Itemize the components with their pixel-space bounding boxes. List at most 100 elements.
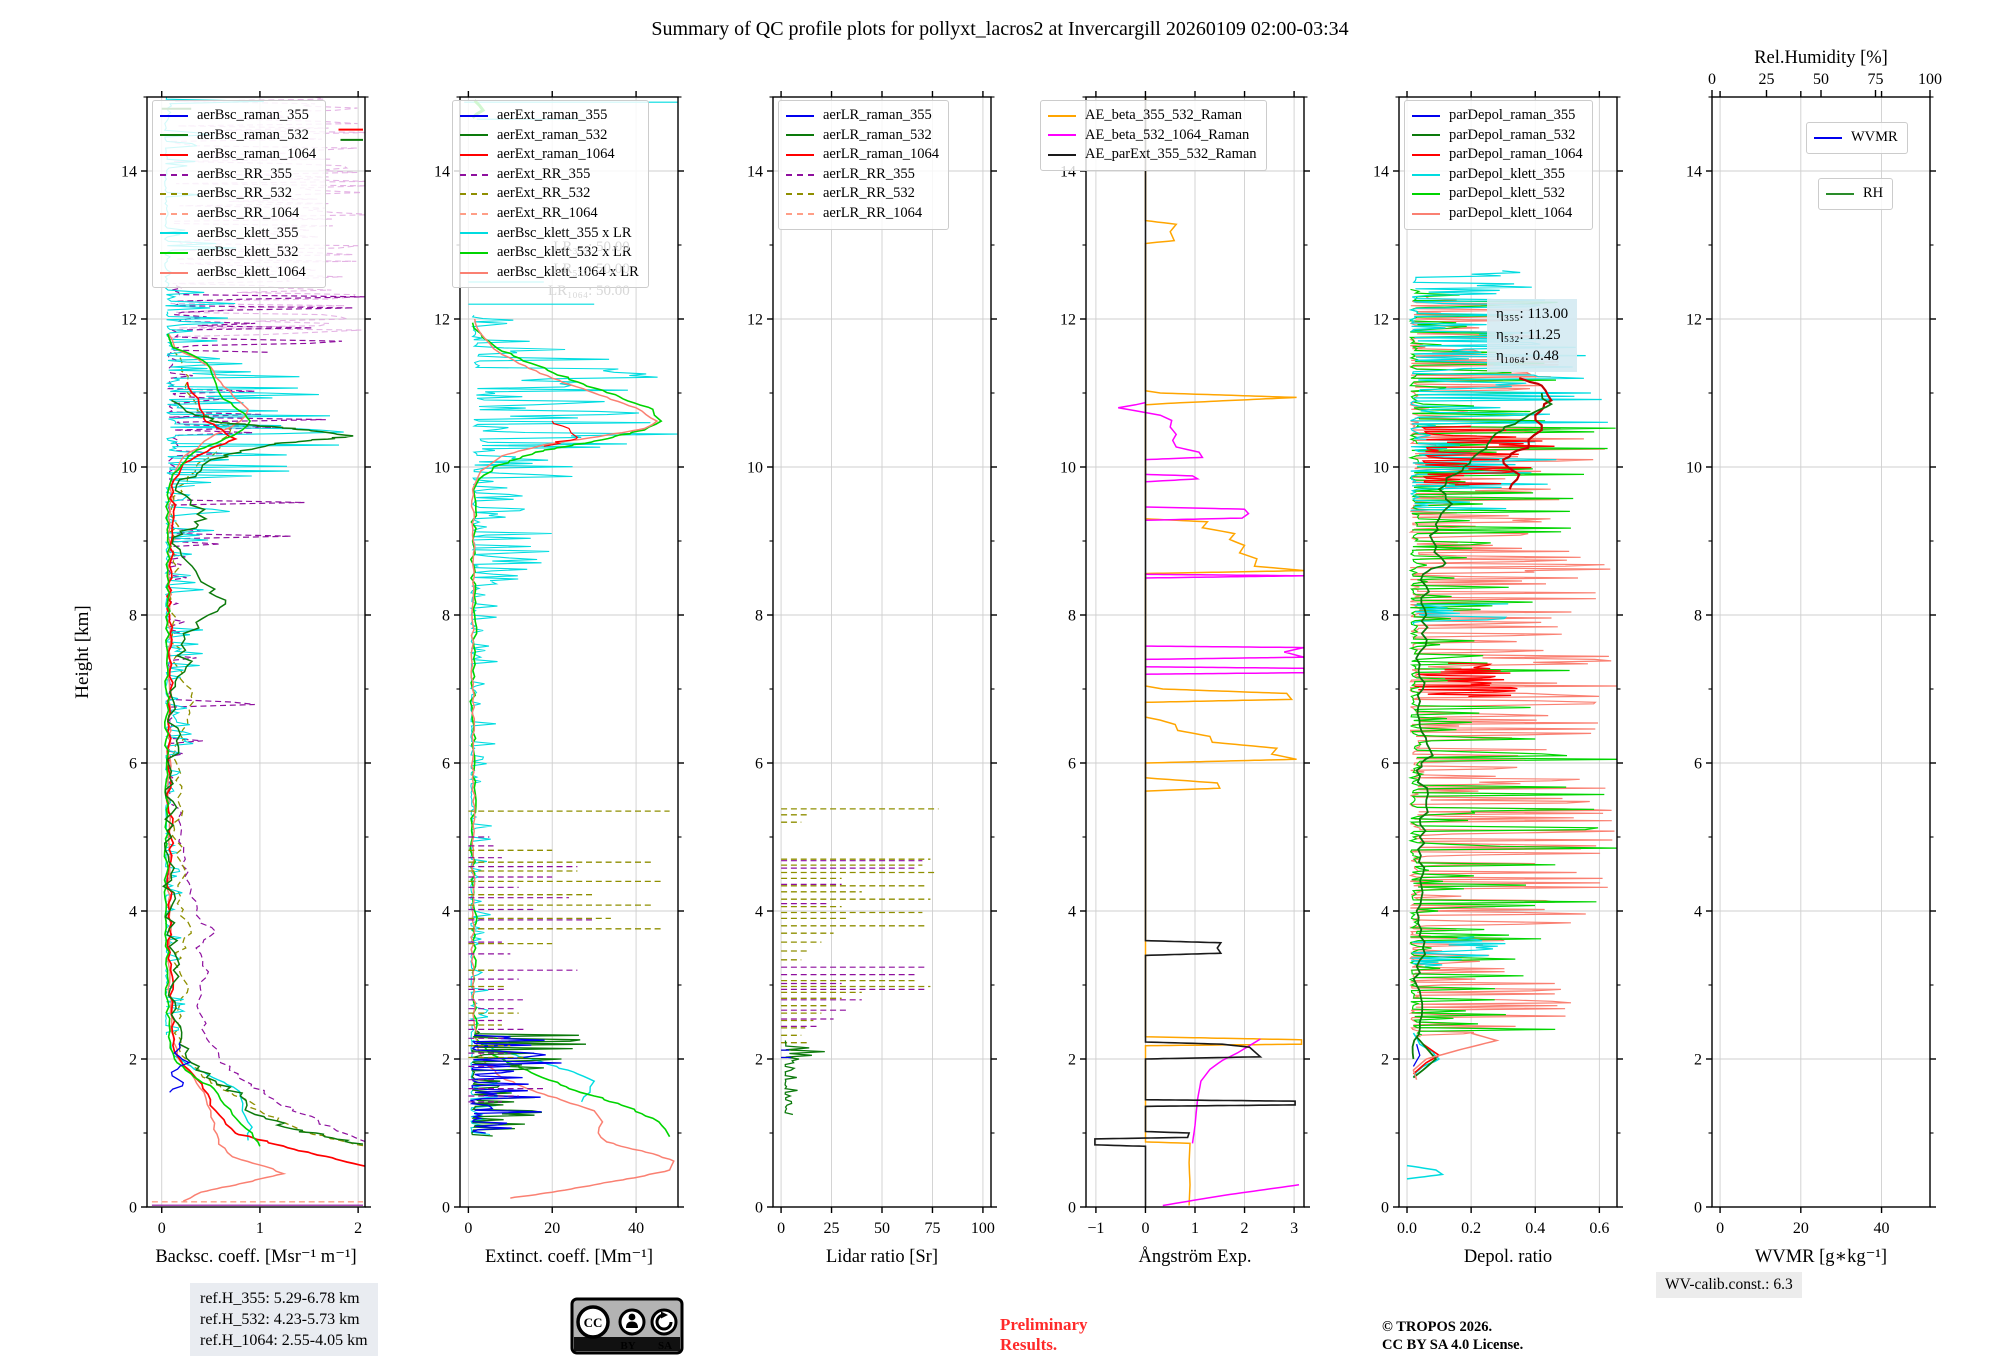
top-axis-tick-label: 100 [1918,71,1942,88]
legend-label: aerExt_RR_532 [497,185,591,202]
legend-label: aerBsc_RR_1064 [197,204,300,221]
y-tick-label: 6 [755,756,763,773]
curve-klett1064xLR [470,318,675,1199]
top-axis-tick-label: 75 [1868,71,1884,88]
curve-parDepol_klett_1064 [1408,296,1617,1038]
person-icon-body [626,1321,638,1328]
x-tick-label: 25 [824,1220,840,1237]
legend-swatch [460,193,488,196]
legend-swatch [160,251,188,254]
curve-AE_beta_532_1064_985 [1145,473,1200,483]
legend-item: parDepol_klett_355 [1412,165,1583,185]
y-tick-label: 8 [442,608,450,625]
x-tick-label: 0 [158,1220,166,1237]
y-tick-label: 14 [434,164,450,181]
legend-swatch [786,193,814,196]
depol-calibration-annotation: η₃₅₅: 113.00 η₅₃₂: 11.25 η₁₀₆₄: 0.48 [1487,299,1578,372]
cc-sa-label: SA [658,1340,672,1352]
y-tick-label: 12 [1686,312,1702,329]
y-tick-label: 2 [442,1052,450,1069]
legend-item: aerBsc_klett_1064 [160,263,316,283]
legend-swatch [160,153,188,156]
legend-label: aerExt_raman_355 [497,107,608,123]
x-tick-label: 0 [1716,1220,1724,1237]
curve-AE_beta_355_532 [1144,97,1304,1206]
preliminary-results-note: Preliminary Results. [1000,1315,1088,1355]
curve-parDepol_raman_1064_line [1502,377,1553,490]
curve-aerLR_raman_532 [784,1040,825,1116]
legend-swatch [786,212,814,215]
x-tick-label: 0.6 [1589,1220,1609,1237]
legend-backscatter: aerBsc_raman_355 aerBsc_raman_532 aerBsc_r… [152,100,327,289]
legend-item: parDepol_raman_532 [1412,126,1583,146]
y-tick-label: 10 [1686,460,1702,477]
lr-355-value: LR₃₅₅: 50.00 [553,239,630,255]
share-alike-arrow [655,1313,673,1331]
y-tick-label: 6 [442,756,450,773]
curve-aerLR_RR_532 [781,808,939,1059]
y-tick-label: 2 [1694,1052,1702,1069]
legend-label: parDepol_klett_532 [1449,185,1565,202]
curve-aerBsc_raman_532 [162,399,364,1145]
y-tick-label: 10 [1060,460,1076,477]
x-tick-label: 0.0 [1397,1220,1417,1237]
ref-h-532: ref.H_532: 4.23-5.73 km [200,1311,360,1328]
curve-parDepol_klett_355_spk [1406,1164,1445,1180]
legend-swatch [1048,134,1076,137]
legend-item: aerExt_RR_1064 [460,204,639,224]
curve-aerExt_raman_1064 [543,420,579,447]
curve-AE_beta_532_1064_diag [1162,1184,1300,1207]
legend-label: aerBsc_klett_1064 x LR [497,263,639,280]
legend-label: aerLR_RR_1064 [823,204,923,221]
legend-wvmr: RH [1818,178,1894,210]
legend-swatch [1412,134,1440,137]
y-tick-label: 4 [1694,904,1702,921]
legend-swatch [460,114,488,117]
ref-h-355: ref.H_355: 5.29-6.78 km [200,1290,360,1307]
curve-aerBsc_RR_355_unc [169,97,365,342]
x-tick-label: 0 [777,1220,785,1237]
legend-item: aerExt_RR_532 [460,184,639,204]
legend-depol_ratio: parDepol_raman_355 parDepol_raman_532 parD… [1404,100,1593,230]
curve-AE_beta_532_1064_hi [1118,401,1204,461]
legend-swatch [460,173,488,176]
preliminary-line-1: Preliminary [1000,1315,1088,1334]
legend-item: aerBsc_klett_355 [160,224,316,244]
legend-label: parDepol_raman_355 [1449,107,1576,123]
legend-swatch [460,271,488,274]
y-tick-label: 12 [121,312,137,329]
legend-swatch [1412,153,1440,156]
axes-frame [146,96,366,1208]
y-tick-label: 6 [1381,756,1389,773]
legend-item: aerBsc_klett_532 x LR [460,243,639,263]
y-tick-label: 4 [1381,904,1389,921]
legend-swatch [460,153,488,156]
legend-label: aerBsc_klett_532 [197,244,299,261]
legend-swatch [160,134,188,137]
wv-calib-value: WV-calib.const.: 6.3 [1665,1276,1793,1293]
y-tick-label: 2 [129,1052,137,1069]
legend-item: aerExt_raman_532 [460,126,639,146]
legend-angstroem: AE_beta_355_532_Raman AE_beta_532_1064_Ra… [1040,100,1267,171]
cc-by-label: BY [620,1340,635,1352]
y-tick-label: 14 [747,164,763,181]
x-tick-label: 1 [1191,1220,1199,1237]
cc-badge-strip [574,1337,680,1351]
copyright-note: © TROPOS 2026. CC BY SA 4.0 License. [1382,1318,1523,1354]
curve-aerBsc_klett_355_hi [165,311,344,485]
legend-item: parDepol_raman_355 [1412,106,1583,126]
y-tick-label: 8 [1068,608,1076,625]
legend-label: aerLR_raman_355 [823,107,932,123]
top-axis-tick-label: 50 [1813,71,1829,88]
legend-label: AE_beta_355_532_Raman [1085,107,1243,123]
x-axis-label: Depol. ratio [1464,1247,1552,1267]
legend-swatch [1048,153,1076,156]
legend-item: aerBsc_klett_1064 x LR [460,263,639,283]
legend-item: aerBsc_raman_355 [160,106,316,126]
legend-label: aerBsc_RR_355 [197,165,293,182]
panel-wvmr: 0 20 40 0 2 4 6 8 10 12 14 WVMR [g∗kg⁻¹] 0 25 50 75 100 R… [1686,48,1942,1267]
legend-label: parDepol_klett_355 [1449,165,1565,182]
legend-label: RH [1863,185,1884,201]
curve-klett355xLR_hi [471,314,678,582]
